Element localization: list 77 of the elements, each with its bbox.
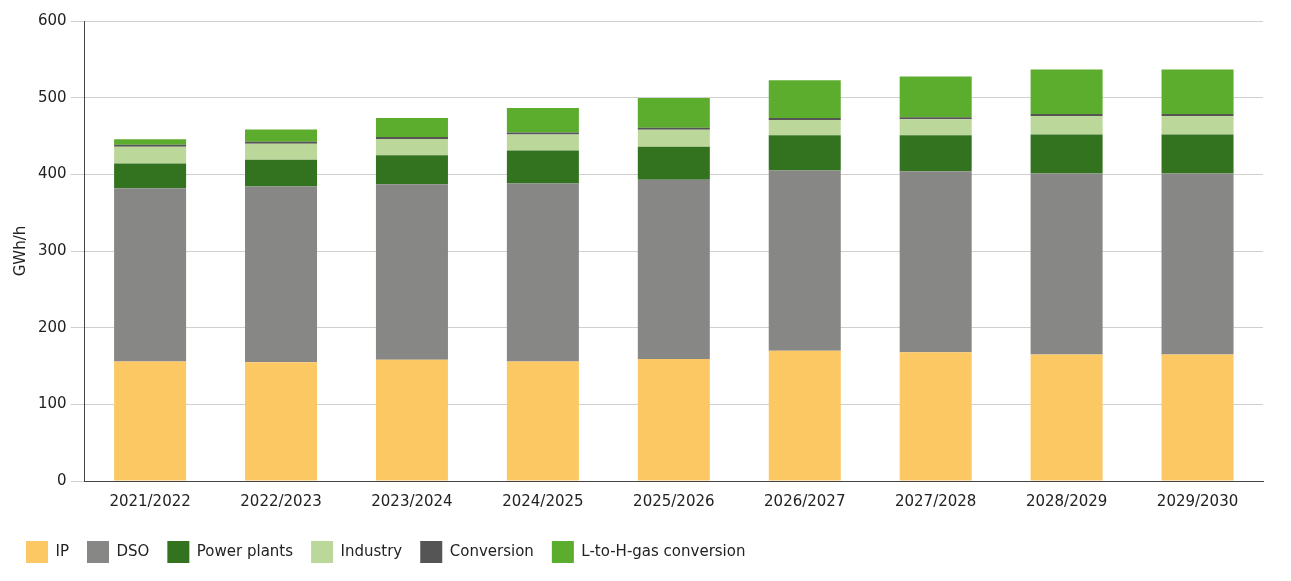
bar — [768, 135, 841, 171]
bar — [1030, 134, 1103, 174]
bar — [899, 135, 972, 172]
bar — [637, 359, 710, 481]
bar — [1161, 69, 1234, 115]
x-tick-label: 2027/2028 — [894, 491, 977, 510]
bar — [1030, 69, 1103, 115]
bar — [114, 163, 187, 189]
bar — [637, 97, 710, 128]
bar — [114, 188, 187, 362]
x-tick-label: 2026/2027 — [764, 491, 846, 510]
y-tick-label: 200 — [37, 317, 67, 336]
y-tick-label: 100 — [37, 394, 67, 413]
bar — [899, 352, 972, 481]
y-tick-label: 300 — [37, 240, 67, 259]
y-axis-title: GWh/h — [10, 225, 29, 277]
bar — [245, 186, 318, 363]
bar — [114, 361, 187, 481]
x-tick-label: 2022/2023 — [240, 491, 322, 510]
bar — [506, 361, 579, 481]
bar — [768, 350, 841, 481]
bar — [506, 134, 579, 151]
legend-label: Conversion — [449, 541, 534, 560]
bar — [114, 146, 187, 164]
bar — [245, 159, 318, 187]
bar — [375, 359, 448, 481]
bar — [899, 171, 972, 353]
x-tick-label: 2025/2026 — [633, 491, 715, 510]
bar — [899, 117, 972, 120]
bar — [1161, 354, 1234, 481]
legend-label: Industry — [340, 541, 403, 560]
bar — [637, 129, 710, 147]
bar — [768, 80, 841, 118]
legend-label: L-to-H-gas conversion — [581, 541, 746, 560]
x-tick-label: 2028/2029 — [1025, 491, 1108, 510]
bar — [1161, 173, 1234, 355]
bar — [768, 117, 841, 120]
bar — [375, 117, 448, 138]
legend-label: DSO — [116, 541, 150, 560]
bar — [1161, 134, 1234, 174]
y-tick-label: 600 — [37, 10, 67, 29]
bar — [768, 170, 841, 351]
bar — [506, 132, 579, 135]
x-tick-label: 2024/2025 — [502, 491, 584, 510]
legend-label: IP — [55, 541, 69, 560]
bar — [375, 137, 448, 140]
bar — [506, 107, 579, 133]
bar — [899, 119, 972, 136]
y-tick-label: 0 — [57, 470, 67, 489]
bar — [637, 127, 710, 130]
bar — [1161, 116, 1234, 135]
bar — [245, 141, 318, 144]
bar — [1030, 354, 1103, 481]
x-tick-label: 2029/2030 — [1156, 491, 1239, 510]
bar — [637, 179, 710, 360]
bar — [768, 119, 841, 136]
bar — [114, 144, 187, 147]
bar — [114, 139, 187, 145]
bar — [245, 143, 318, 160]
bar — [1161, 114, 1234, 117]
bar — [375, 155, 448, 185]
bar — [245, 129, 318, 142]
y-tick-label: 400 — [37, 164, 67, 183]
bar — [506, 183, 579, 362]
bar — [637, 146, 710, 180]
bar — [1030, 173, 1103, 355]
bar — [1030, 116, 1103, 135]
bar — [506, 150, 579, 184]
x-tick-label: 2023/2024 — [371, 491, 453, 510]
bar — [1030, 114, 1103, 117]
x-tick-label: 2021/2022 — [109, 491, 191, 510]
bar — [375, 184, 448, 360]
bar — [375, 139, 448, 156]
bar — [245, 362, 318, 481]
legend-label: Power plants — [196, 541, 294, 560]
y-tick-label: 500 — [37, 87, 67, 106]
bar — [899, 76, 972, 118]
